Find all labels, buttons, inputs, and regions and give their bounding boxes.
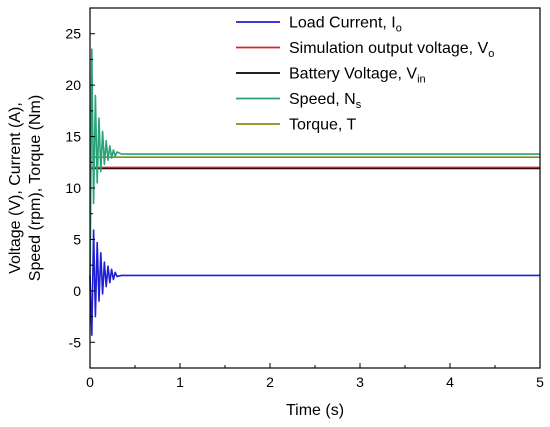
series-layer bbox=[89, 48, 540, 336]
x-tick-label: 0 bbox=[86, 374, 94, 390]
y-tick-label: -5 bbox=[69, 334, 82, 350]
x-axis-title: Time (s) bbox=[286, 402, 344, 419]
y-tick-label: 15 bbox=[65, 129, 81, 145]
x-tick-label: 4 bbox=[446, 374, 454, 390]
x-tick-label: 1 bbox=[176, 374, 184, 390]
legend-label-torque: Torque, T bbox=[289, 117, 357, 134]
legend-label-load-current: Load Current, Io bbox=[289, 15, 402, 35]
legend: Load Current, Io Simulation output voltag… bbox=[236, 15, 494, 134]
plot-frame bbox=[89, 7, 541, 369]
y-axis-title-line-1: Voltage (V), Current (A), bbox=[7, 102, 24, 274]
y-tick-label: 20 bbox=[65, 77, 81, 93]
x-tick-label: 3 bbox=[356, 374, 364, 390]
ticks-layer: 0 1 2 3 4 5 -5 0 5 10 15 20 25 bbox=[65, 7, 544, 390]
y-tick-label: 25 bbox=[65, 26, 81, 42]
legend-label-battery-voltage: Battery Voltage, Vin bbox=[289, 66, 426, 86]
series-line-speed bbox=[89, 48, 540, 291]
y-axis-title-line-2: Speed (rpm), Torque (Nm) bbox=[27, 95, 44, 281]
x-tick-label: 2 bbox=[266, 374, 274, 390]
legend-label-speed: Speed, Ns bbox=[289, 91, 362, 111]
y-tick-label: 5 bbox=[73, 231, 81, 247]
x-tick-label: 5 bbox=[536, 374, 544, 390]
series-line-load-current bbox=[89, 229, 540, 336]
y-tick-label: 10 bbox=[65, 180, 81, 196]
y-tick-label: 0 bbox=[73, 283, 81, 299]
legend-label-simulation-output-voltage: Simulation output voltage, Vo bbox=[289, 40, 494, 60]
